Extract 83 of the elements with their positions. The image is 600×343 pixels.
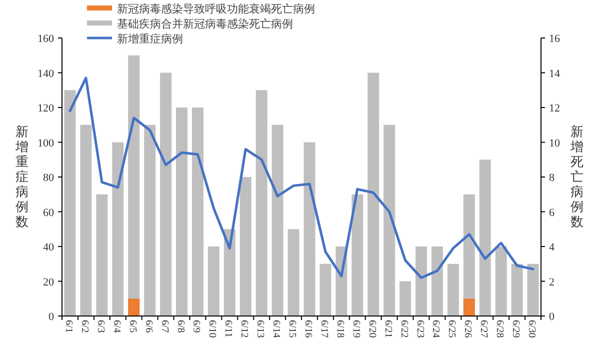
y-tick-label: 20 bbox=[43, 276, 54, 288]
x-tick-label: 6/12 bbox=[238, 320, 250, 338]
bar bbox=[112, 142, 124, 316]
line-series bbox=[68, 76, 534, 280]
y-tick-label: 160 bbox=[38, 33, 54, 45]
y-tick-label: 140 bbox=[38, 68, 54, 80]
x-tick-label: 6/18 bbox=[334, 320, 346, 338]
x-tick-label: 6/20 bbox=[366, 320, 378, 338]
bar bbox=[272, 124, 284, 316]
y2-tick-label: 2 bbox=[549, 276, 554, 288]
x-tick-label: 6/9 bbox=[190, 320, 202, 333]
x-tick-label: 6/7 bbox=[158, 320, 170, 333]
x-tick-label: 6/6 bbox=[142, 320, 154, 333]
y2-tick-label: 14 bbox=[549, 68, 560, 80]
bar bbox=[288, 229, 300, 316]
bar bbox=[64, 90, 76, 316]
x-tick-label: 6/24 bbox=[430, 320, 442, 338]
x-tick-label: 6/2 bbox=[78, 320, 90, 333]
x-tick-label: 6/22 bbox=[398, 320, 410, 338]
y-tick-label: 60 bbox=[43, 206, 54, 219]
bar bbox=[447, 264, 459, 316]
x-tick-label: 6/27 bbox=[478, 320, 490, 338]
bar bbox=[304, 142, 316, 316]
x-tick-label: 6/15 bbox=[286, 320, 298, 338]
bar bbox=[511, 264, 523, 316]
bar bbox=[479, 160, 491, 316]
x-tick-label: 6/21 bbox=[382, 320, 394, 338]
x-tick-label: 6/8 bbox=[174, 320, 186, 333]
y2-tick-label: 8 bbox=[549, 172, 555, 184]
y-tick-label: 40 bbox=[43, 242, 54, 254]
x-tick-label: 6/25 bbox=[446, 320, 458, 338]
y-tick-label: 0 bbox=[48, 311, 54, 323]
bar bbox=[416, 246, 427, 316]
x-tick-label: 6/16 bbox=[302, 320, 314, 338]
bar bbox=[368, 72, 380, 316]
y-tick-label: 80 bbox=[43, 172, 54, 184]
legend-label: 新冠病毒感染导致呼吸功能衰竭死亡病例 bbox=[117, 2, 315, 16]
y-tick-label: 120 bbox=[38, 102, 54, 114]
bar bbox=[431, 246, 443, 316]
x-tick-label: 6/11 bbox=[222, 320, 234, 338]
bar bbox=[160, 72, 172, 316]
x-tick-label: 6/17 bbox=[318, 320, 330, 338]
x-tick-label: 6/5 bbox=[126, 320, 138, 333]
bar bbox=[400, 281, 412, 316]
bar bbox=[176, 108, 188, 316]
x-tick-label: 6/19 bbox=[350, 320, 362, 338]
bar bbox=[384, 124, 396, 316]
bar bbox=[224, 229, 236, 316]
bar bbox=[192, 108, 204, 316]
y2-tick-label: 4 bbox=[549, 242, 555, 254]
legend-label: 新增重症病例 bbox=[117, 32, 183, 46]
x-tick-label: 6/23 bbox=[414, 320, 426, 338]
x-tick-label: 6/26 bbox=[462, 320, 474, 338]
bar bbox=[208, 246, 220, 316]
y-tick-label: 100 bbox=[38, 137, 54, 150]
y2-tick-label: 10 bbox=[549, 137, 560, 150]
x-tick-label: 6/3 bbox=[94, 320, 106, 333]
bar bbox=[80, 124, 92, 316]
x-tick-label: 6/30 bbox=[526, 320, 538, 338]
y2-tick-label: 0 bbox=[549, 311, 555, 323]
bar bbox=[527, 264, 539, 316]
x-tick-label: 6/29 bbox=[510, 320, 522, 338]
bar bbox=[320, 264, 332, 316]
bar bbox=[240, 177, 252, 316]
bar bbox=[144, 124, 156, 316]
x-tick-label: 6/4 bbox=[110, 320, 122, 333]
legend-label: 基础疾病合并新冠病毒感染死亡病例 bbox=[117, 18, 293, 30]
x-tick-label: 6/1 bbox=[62, 320, 74, 333]
x-tick-label: 6/10 bbox=[206, 320, 218, 338]
x-tick-label: 6/14 bbox=[270, 320, 282, 338]
bar bbox=[256, 90, 268, 316]
bar bbox=[128, 298, 140, 316]
y2-tick-label: 16 bbox=[549, 33, 560, 45]
y2-tick-label: 6 bbox=[549, 206, 555, 219]
y-axis-title: 新增重症病例数 bbox=[14, 124, 28, 229]
bar bbox=[96, 194, 108, 316]
bar bbox=[463, 298, 475, 316]
y2-axis-title: 新增死亡病例数 bbox=[570, 124, 584, 229]
bar bbox=[352, 194, 364, 316]
x-tick-label: 6/13 bbox=[254, 320, 266, 338]
y2-tick-label: 12 bbox=[549, 102, 560, 114]
x-tick-label: 6/28 bbox=[494, 320, 506, 338]
bar bbox=[495, 246, 507, 316]
